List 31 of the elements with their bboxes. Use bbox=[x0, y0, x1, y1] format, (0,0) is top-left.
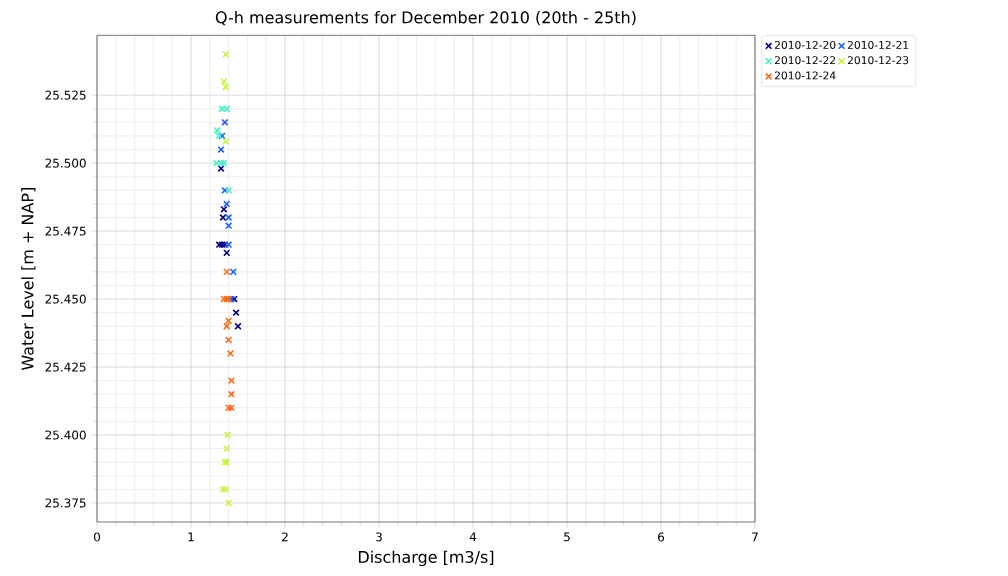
point bbox=[224, 222, 233, 230]
y-tick-label: 25.450 bbox=[45, 294, 86, 304]
x-tick-label: 6 bbox=[658, 532, 665, 542]
x-axis-title: Discharge [m3/s] bbox=[358, 550, 494, 567]
point bbox=[224, 186, 233, 194]
legend-label: 2010-12-21 bbox=[847, 40, 909, 49]
x-tick-label: 4 bbox=[469, 532, 477, 542]
y-tick-label: 25.525 bbox=[45, 90, 86, 100]
x-tick-label: 0 bbox=[93, 532, 101, 542]
y-tick-label: 25.400 bbox=[45, 430, 86, 440]
x-tick-label: 3 bbox=[376, 532, 382, 542]
y-axis-title: Water Level [m + NAP] bbox=[21, 188, 36, 371]
point bbox=[227, 376, 236, 385]
legend-label: 2010-12-23 bbox=[847, 56, 909, 65]
point bbox=[223, 444, 231, 453]
x-tick-label: 2 bbox=[282, 532, 288, 542]
point bbox=[226, 349, 235, 358]
point bbox=[223, 322, 231, 330]
x-tick-label: 5 bbox=[564, 532, 570, 542]
legend-label: 2010-12-20 bbox=[774, 40, 836, 49]
y-tick-label: 25.375 bbox=[45, 498, 86, 508]
y-tick-label: 25.500 bbox=[45, 158, 86, 168]
y-tick-label: 25.425 bbox=[45, 362, 86, 372]
x-tick-label: 7 bbox=[752, 532, 758, 542]
x-tick-label: 1 bbox=[188, 532, 194, 542]
legend-label: 2010-12-22 bbox=[774, 56, 836, 65]
point bbox=[223, 249, 231, 257]
y-tick-label: 25.475 bbox=[45, 226, 86, 236]
chart-title: Q-h measurements for December 2010 (20th - 25th) bbox=[215, 11, 636, 26]
legend-label: 2010-12-24 bbox=[774, 71, 836, 80]
point bbox=[224, 213, 233, 222]
